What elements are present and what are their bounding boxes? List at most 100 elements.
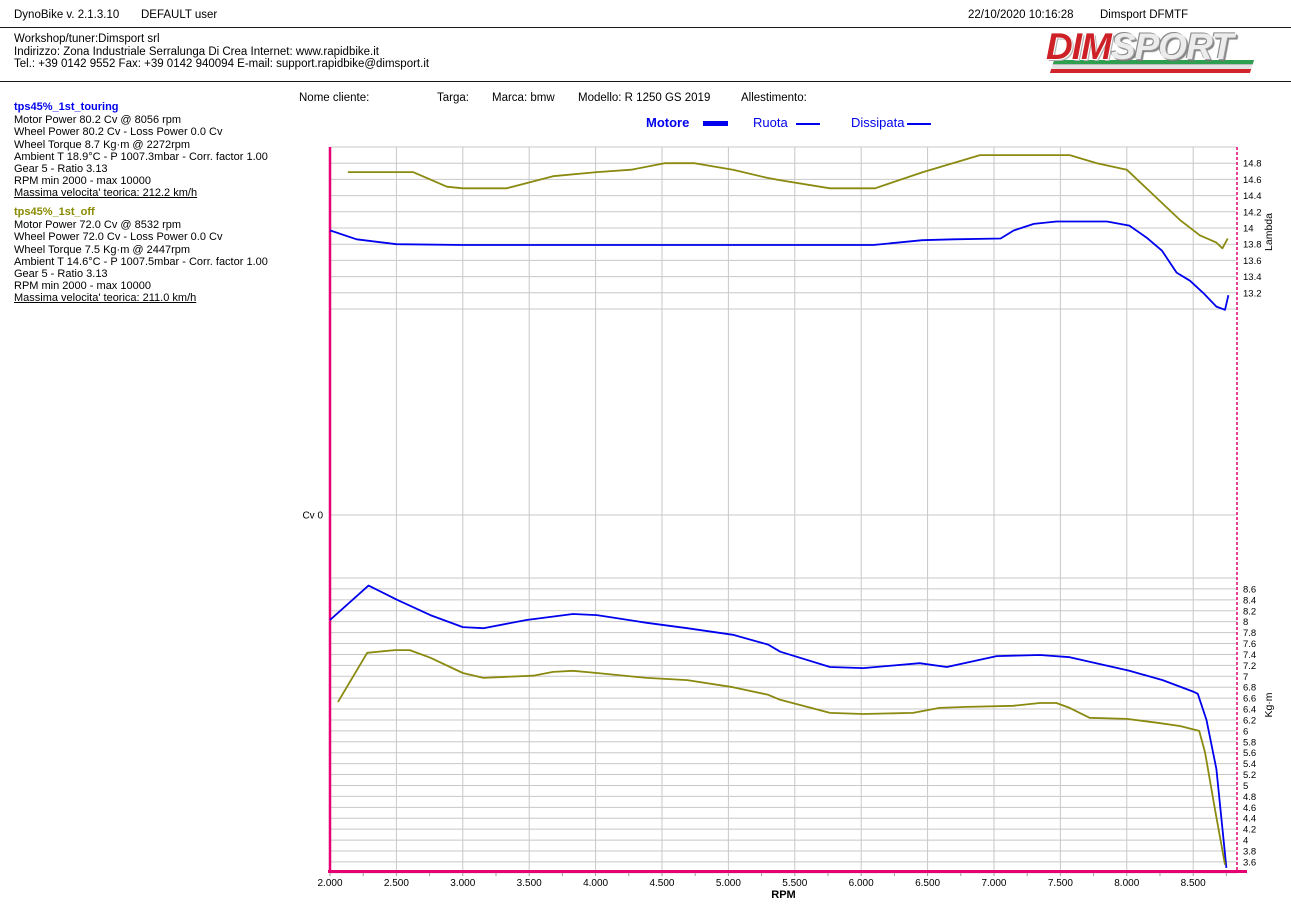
x-tick-label: 3.000 [450, 878, 475, 889]
run-summary-off: tps45%_1st_off Motor Power 72.0 Cv @ 853… [14, 206, 304, 305]
torque-tick-label: 4.8 [1243, 792, 1256, 803]
series-torque [329, 584, 1228, 868]
field-nome-cliente: Nome cliente: [299, 92, 370, 104]
torque-tick-label: 6.8 [1243, 683, 1256, 694]
series-lambda [329, 220, 1230, 311]
lambda-tick-label: 13.6 [1243, 256, 1262, 267]
run-line: RPM min 2000 - max 10000 [14, 175, 151, 188]
field-marca: Marca: bmw [492, 92, 555, 104]
header-divider-bottom [0, 81, 1291, 82]
torque-tick-label: 8.2 [1243, 606, 1256, 617]
x-axis-title: RPM [771, 889, 795, 901]
lambda-tick-label: 14.2 [1243, 207, 1262, 218]
field-allestimento: Allestimento: [741, 92, 807, 104]
run-line: RPM min 2000 - max 10000 [14, 280, 151, 293]
run-max-speed: Massima velocita' teorica: 212.2 km/h [14, 187, 198, 200]
run-line: Ambient T 14.6°C - P 1007.5mbar - Corr. … [14, 255, 268, 268]
lambda-tick-label: 13.8 [1243, 240, 1262, 251]
user-name: DEFAULT user [141, 9, 218, 21]
legend-dissipata: Dissipata [851, 115, 905, 130]
run-line: Gear 5 - Ratio 3.13 [14, 268, 108, 281]
torque-tick-label: 3.8 [1243, 847, 1256, 858]
app-title: DynoBike v. 2.1.3.10 [14, 9, 120, 21]
torque-tick-label: 7.4 [1243, 650, 1256, 661]
lambda-tick-label: 14.6 [1243, 175, 1262, 186]
cv-axis-label: Cv 0 [302, 511, 323, 522]
x-tick-label: 8.500 [1181, 878, 1206, 889]
workshop-line-3: Tel.: +39 0142 9552 Fax: +39 0142 940094… [14, 58, 430, 71]
torque-tick-label: 6.2 [1243, 715, 1256, 726]
report-datetime: 22/10/2020 10:16:28 [968, 9, 1074, 21]
dimsport-logo: DIMSPORT [1046, 26, 1258, 78]
torque-tick-label: 4.2 [1243, 825, 1256, 836]
x-tick-label: 2.500 [384, 878, 409, 889]
run-line: Wheel Power 72.0 Cv - Loss Power 0.0 Cv [14, 231, 223, 244]
device-name: Dimsport DFMTF [1100, 9, 1189, 21]
run-line: Wheel Power 80.2 Cv - Loss Power 0.0 Cv [14, 126, 223, 139]
legend-dissipata-line [907, 123, 931, 125]
lambda-tick-label: 14 [1243, 224, 1254, 235]
legend-ruota: Ruota [753, 115, 788, 130]
torque-tick-label: 7.8 [1243, 628, 1256, 639]
x-tick-label: 6.500 [915, 878, 940, 889]
legend-motore-line [703, 121, 728, 126]
series-lambda [347, 154, 1229, 250]
torque-tick-label: 5 [1243, 781, 1248, 792]
series-torque [337, 649, 1226, 865]
legend-ruota-line [796, 123, 820, 125]
x-tick-label: 4.000 [583, 878, 608, 889]
torque-tick-label: 5.8 [1243, 737, 1256, 748]
torque-tick-label: 5.2 [1243, 770, 1256, 781]
lambda-tick-label: 13.2 [1243, 288, 1262, 299]
torque-tick-label: 6 [1243, 726, 1248, 737]
torque-tick-label: 4.4 [1243, 814, 1256, 825]
field-modello: Modello: R 1250 GS 2019 [578, 92, 711, 104]
run-line: Motor Power 80.2 Cv @ 8056 rpm [14, 114, 182, 127]
torque-tick-label: 7.6 [1243, 639, 1256, 650]
torque-tick-label: 6.4 [1243, 705, 1256, 716]
run-title: tps45%_1st_touring [14, 101, 119, 113]
workshop-line-2: Indirizzo: Zona Industriale Serralunga D… [14, 45, 379, 58]
run-line: Wheel Torque 8.7 Kg·m @ 2272rpm [14, 138, 191, 151]
run-title: tps45%_1st_off [14, 206, 95, 218]
torque-tick-label: 5.4 [1243, 759, 1256, 770]
header-divider-top [0, 27, 1291, 28]
x-tick-label: 4.500 [649, 878, 674, 889]
workshop-info: Workshop/tuner:Dimsport srl Indirizzo: Z… [14, 33, 429, 71]
logo-sport: SPORT [1110, 26, 1234, 67]
torque-tick-label: 8.6 [1243, 584, 1256, 595]
lambda-tick-label: 13.4 [1243, 272, 1262, 283]
torque-tick-label: 5.6 [1243, 748, 1256, 759]
workshop-line-1: Workshop/tuner:Dimsport srl [14, 33, 160, 45]
run-line: Ambient T 18.9°C - P 1007.3mbar - Corr. … [14, 150, 268, 163]
torque-tick-label: 3.6 [1243, 857, 1256, 868]
torque-tick-label: 8.4 [1243, 595, 1256, 606]
run-line: Wheel Torque 7.5 Kg·m @ 2447rpm [14, 243, 191, 256]
torque-axis-title: Kg·m [1263, 692, 1275, 717]
field-targa: Targa: [437, 92, 469, 104]
torque-tick-label: 7 [1243, 672, 1248, 683]
x-tick-label: 7.500 [1048, 878, 1073, 889]
torque-tick-label: 4.6 [1243, 803, 1256, 814]
x-tick-label: 6.000 [849, 878, 874, 889]
lambda-tick-label: 14.4 [1243, 191, 1262, 202]
torque-tick-label: 6.6 [1243, 694, 1256, 705]
run-line: Motor Power 72.0 Cv @ 8532 rpm [14, 219, 182, 232]
run-line: Gear 5 - Ratio 3.13 [14, 163, 108, 176]
run-max-speed: Massima velocita' teorica: 211.0 km/h [14, 292, 197, 305]
x-tick-label: 7.000 [981, 878, 1006, 889]
x-tick-label: 8.000 [1114, 878, 1139, 889]
x-tick-label: 5.000 [716, 878, 741, 889]
torque-tick-label: 7.2 [1243, 661, 1256, 672]
x-tick-label: 5.500 [782, 878, 807, 889]
run-summary-touring: tps45%_1st_touring Motor Power 80.2 Cv @… [14, 101, 304, 200]
x-tick-label: 3.500 [517, 878, 542, 889]
torque-tick-label: 8 [1243, 617, 1248, 628]
lambda-axis-title: Lambda [1263, 213, 1275, 251]
legend-motore: Motore [646, 115, 690, 130]
logo-dim: DIM [1046, 26, 1112, 67]
torque-tick-label: 4 [1243, 836, 1248, 847]
x-tick-label: 2.000 [317, 878, 342, 889]
